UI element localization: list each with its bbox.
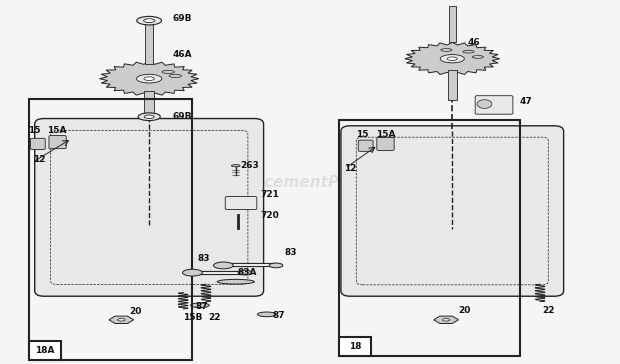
Ellipse shape [138, 113, 161, 120]
Text: 15B: 15B [182, 313, 202, 322]
Bar [146, 19, 153, 64]
Ellipse shape [217, 280, 254, 284]
Ellipse shape [118, 318, 125, 321]
Ellipse shape [257, 312, 276, 317]
Ellipse shape [238, 270, 252, 275]
Text: 22: 22 [542, 306, 554, 315]
Ellipse shape [144, 77, 154, 80]
Text: 12: 12 [344, 164, 356, 173]
Ellipse shape [269, 263, 283, 268]
FancyBboxPatch shape [225, 197, 257, 210]
Text: 15A: 15A [376, 130, 395, 139]
Bar [448, 71, 456, 100]
Ellipse shape [213, 262, 233, 269]
Ellipse shape [472, 56, 484, 58]
Polygon shape [100, 62, 199, 96]
Polygon shape [109, 316, 134, 324]
FancyBboxPatch shape [475, 96, 513, 114]
FancyBboxPatch shape [30, 138, 45, 150]
Text: 20: 20 [458, 306, 471, 315]
FancyBboxPatch shape [49, 135, 66, 149]
Bar [29, 99, 192, 360]
Text: 22: 22 [208, 313, 221, 322]
Ellipse shape [137, 16, 162, 25]
Ellipse shape [231, 165, 240, 167]
Text: 47: 47 [519, 97, 532, 106]
Bar [448, 6, 456, 42]
Text: 12: 12 [33, 155, 45, 164]
Ellipse shape [441, 48, 452, 51]
Text: 83A: 83A [237, 268, 257, 277]
FancyBboxPatch shape [377, 137, 394, 150]
Polygon shape [434, 316, 458, 324]
Text: eReplacementParts.com: eReplacementParts.com [206, 174, 414, 190]
Ellipse shape [144, 115, 154, 118]
Text: 83: 83 [284, 248, 296, 257]
Ellipse shape [190, 303, 209, 308]
Circle shape [477, 100, 492, 108]
FancyBboxPatch shape [35, 119, 264, 296]
Text: 87: 87 [195, 301, 208, 310]
Text: 18A: 18A [35, 346, 55, 355]
Text: 721: 721 [260, 190, 280, 199]
Bar [29, 341, 61, 360]
Text: 46: 46 [467, 38, 481, 47]
Text: 83: 83 [197, 254, 210, 263]
FancyBboxPatch shape [341, 126, 564, 296]
Ellipse shape [182, 269, 202, 276]
Text: 15: 15 [356, 130, 369, 139]
Bar [339, 120, 520, 356]
Text: 69B: 69B [172, 13, 192, 23]
Text: 46A: 46A [172, 50, 192, 59]
Text: 720: 720 [260, 211, 279, 220]
Polygon shape [405, 42, 500, 75]
Text: 87: 87 [273, 311, 285, 320]
Text: 18: 18 [349, 342, 361, 351]
Ellipse shape [443, 318, 450, 321]
Bar [339, 337, 371, 356]
Ellipse shape [463, 50, 474, 53]
Text: 263: 263 [241, 161, 259, 170]
Text: 69B: 69B [172, 111, 192, 120]
Text: 15: 15 [28, 126, 40, 135]
Text: 20: 20 [130, 307, 142, 316]
Bar [144, 91, 154, 113]
Ellipse shape [447, 57, 458, 60]
Ellipse shape [169, 74, 182, 78]
FancyBboxPatch shape [358, 140, 373, 151]
Ellipse shape [162, 70, 174, 74]
Ellipse shape [136, 74, 162, 83]
Ellipse shape [440, 55, 464, 63]
Text: 15A: 15A [47, 126, 66, 135]
Ellipse shape [144, 19, 155, 23]
